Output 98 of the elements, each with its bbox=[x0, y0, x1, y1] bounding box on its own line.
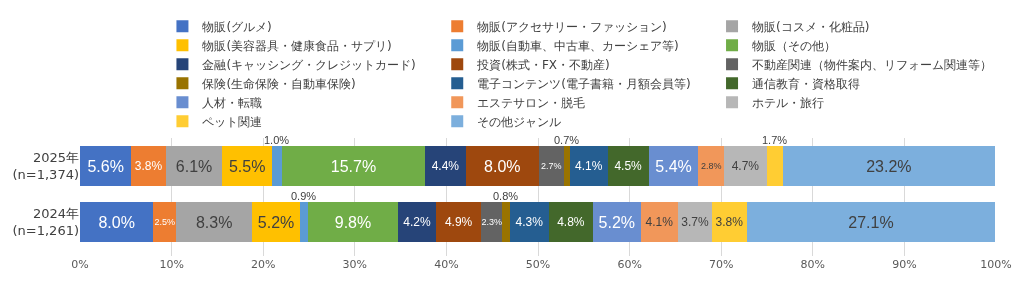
legend-label: 金融(キャッシング・クレジットカード) bbox=[202, 57, 416, 72]
bar bbox=[153, 202, 177, 242]
data-label: 8.0% bbox=[98, 213, 135, 231]
bar bbox=[548, 202, 593, 242]
bar bbox=[509, 202, 549, 242]
data-label: 2.3% bbox=[481, 217, 502, 227]
data-label: 2.8% bbox=[700, 161, 722, 171]
bar bbox=[502, 202, 510, 242]
data-label: 0.7% bbox=[554, 134, 580, 146]
bar bbox=[746, 202, 996, 242]
legend-label: 人材・転職 bbox=[202, 95, 263, 110]
data-label: 2.5% bbox=[154, 217, 175, 227]
data-label: 5.4% bbox=[655, 157, 692, 175]
legend-label: 物販(美容器具・健康食品・サプリ) bbox=[202, 38, 392, 53]
bar bbox=[166, 146, 222, 186]
bar bbox=[272, 146, 282, 186]
x-tick-label: 20% bbox=[250, 258, 276, 271]
bar bbox=[299, 202, 309, 242]
data-label: 4.4% bbox=[431, 159, 460, 173]
x-tick-label: 0% bbox=[71, 258, 89, 271]
bar bbox=[648, 146, 699, 186]
data-label: 4.7% bbox=[731, 159, 760, 173]
data-label: 0.8% bbox=[493, 190, 519, 202]
x-tick-label: 100% bbox=[980, 258, 1012, 271]
bar bbox=[767, 146, 783, 186]
data-label: 8.0% bbox=[484, 157, 521, 175]
bar bbox=[176, 202, 253, 242]
legend-label: 物販(コスメ・化粧品) bbox=[752, 19, 870, 34]
legend-label: ペット関連 bbox=[202, 114, 263, 129]
legend-label: 保険(生命保険・自動車保険) bbox=[202, 76, 356, 91]
bar bbox=[308, 202, 398, 242]
data-label: 5.5% bbox=[228, 157, 266, 175]
bar bbox=[538, 146, 564, 186]
bar bbox=[678, 202, 713, 242]
legend-label: 物販(グルメ) bbox=[202, 19, 272, 34]
bar bbox=[80, 202, 154, 242]
bar bbox=[563, 146, 571, 186]
data-label: 23.2% bbox=[866, 157, 912, 175]
y-tick-label: 2024年 (n=1,261) bbox=[12, 206, 79, 238]
data-label: 1.0% bbox=[264, 134, 290, 146]
x-tick-label: 10% bbox=[159, 258, 184, 271]
data-label: 27.1% bbox=[848, 213, 894, 231]
data-label: 4.8% bbox=[557, 215, 585, 229]
bar bbox=[80, 146, 132, 186]
data-label: 4.5% bbox=[614, 159, 643, 173]
bar bbox=[425, 146, 466, 186]
legend-label: 通信教育・資格取得 bbox=[752, 76, 861, 91]
data-label: 4.3% bbox=[515, 215, 544, 229]
bar bbox=[252, 202, 300, 242]
bar bbox=[607, 146, 649, 186]
bar bbox=[397, 202, 437, 242]
data-label: 4.1% bbox=[575, 159, 603, 173]
data-label: 3.8% bbox=[134, 159, 163, 173]
x-tick-label: 30% bbox=[342, 258, 368, 271]
bar bbox=[481, 202, 503, 242]
data-label: 1.7% bbox=[762, 134, 788, 146]
data-label: 3.8% bbox=[715, 215, 744, 229]
legend-label: 物販(自動車、中古車、カーシェア等) bbox=[477, 38, 679, 53]
x-tick-label: 60% bbox=[617, 258, 642, 271]
x-tick-label: 70% bbox=[708, 258, 734, 271]
x-tick-label: 80% bbox=[800, 258, 826, 271]
data-label: 5.6% bbox=[87, 157, 124, 175]
bar bbox=[221, 146, 273, 186]
bar bbox=[436, 202, 482, 242]
data-label: 5.2% bbox=[598, 213, 636, 231]
legend-label: その他ジャンル bbox=[477, 114, 562, 129]
data-label: 4.2% bbox=[403, 215, 431, 229]
data-label: 9.8% bbox=[334, 213, 372, 231]
bar bbox=[465, 146, 539, 186]
x-tick-label: 90% bbox=[892, 258, 917, 271]
data-label: 0.9% bbox=[291, 190, 317, 202]
y-tick-label: 2025年 (n=1,374) bbox=[12, 150, 79, 182]
legend-label: 物販（その他） bbox=[752, 38, 837, 53]
legend-label: 電子コンテンツ(電子書籍・月額会員等) bbox=[477, 76, 691, 91]
legend-label: 投資(株式・FX・不動産) bbox=[476, 57, 610, 72]
data-label: 3.7% bbox=[681, 215, 709, 229]
bar bbox=[698, 146, 724, 186]
legend-label: 物販(アクセサリー・ファッション) bbox=[477, 19, 667, 34]
data-label: 4.1% bbox=[645, 215, 674, 229]
data-label: 2.7% bbox=[541, 161, 562, 171]
data-label: 8.3% bbox=[195, 213, 233, 231]
legend-label: 不動産関連（物件案内、リフォーム関連等） bbox=[752, 57, 993, 72]
bar bbox=[640, 202, 679, 242]
bar bbox=[723, 146, 767, 186]
data-label: 6.1% bbox=[175, 157, 213, 175]
data-label: 4.9% bbox=[444, 215, 473, 229]
x-tick-label: 50% bbox=[525, 258, 551, 271]
bar bbox=[570, 146, 608, 186]
bar bbox=[782, 146, 996, 186]
data-label: 15.7% bbox=[330, 157, 377, 175]
data-label: 5.2% bbox=[257, 213, 295, 231]
bar bbox=[281, 146, 426, 186]
x-tick-label: 40% bbox=[434, 258, 459, 271]
legend-label: エステサロン・脱毛 bbox=[477, 95, 586, 110]
bar bbox=[592, 202, 641, 242]
legend-label: ホテル・旅行 bbox=[752, 95, 825, 110]
bar bbox=[131, 146, 167, 186]
bar bbox=[712, 202, 747, 242]
